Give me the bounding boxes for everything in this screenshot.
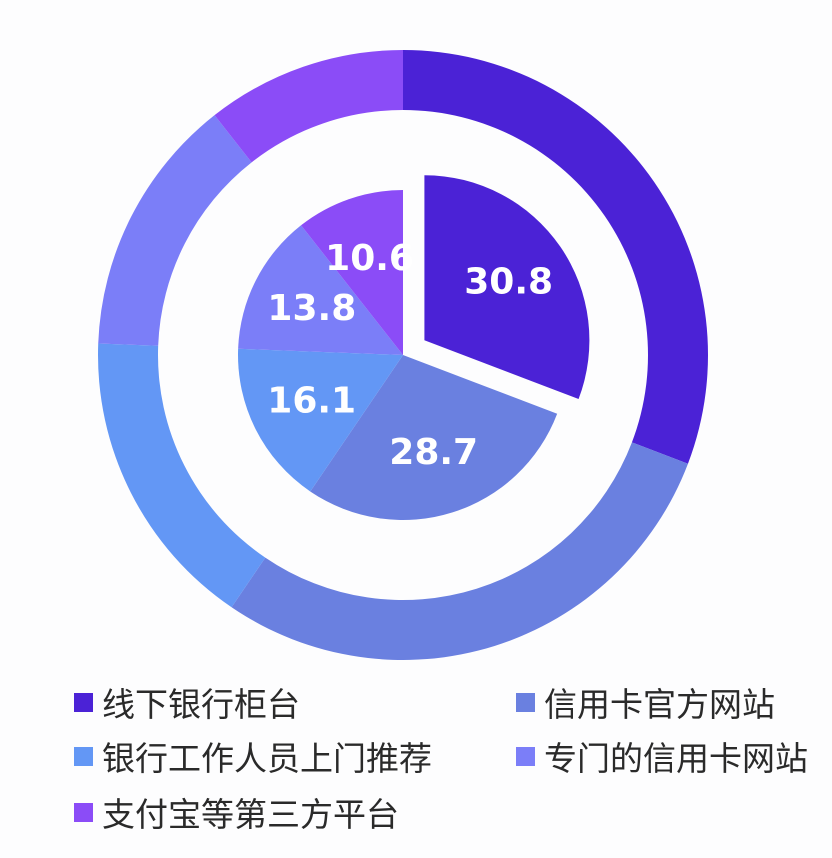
legend-label: 银行工作人员上门推荐 — [102, 739, 432, 778]
ring-segment — [98, 115, 252, 346]
ring-segment — [97, 343, 266, 608]
ring-segment — [403, 50, 709, 464]
slice-value-label: 13.8 — [267, 288, 356, 329]
pie-donut-chart: 30.8 28.7 16.1 13.8 10.6 — [97, 50, 709, 660]
legend-item-official-website: 信用卡官方网站 — [516, 678, 775, 726]
pie-slice — [237, 348, 403, 492]
legend-label: 专门的信用卡网站 — [544, 739, 808, 778]
inner-pie — [237, 175, 590, 520]
slice-value-label: 16.1 — [267, 381, 356, 422]
pie-slice — [238, 225, 403, 355]
legend-swatch — [74, 802, 93, 822]
slice-labels: 30.8 28.7 16.1 13.8 10.6 — [267, 238, 553, 473]
pie-slice — [424, 175, 590, 400]
legend-label: 支付宝等第三方平台 — [102, 795, 399, 834]
slice-value-label: 30.8 — [464, 262, 553, 303]
legend-label: 线下银行柜台 — [102, 685, 300, 724]
legend-item-staff-referral: 银行工作人员上门推荐 — [74, 732, 432, 780]
pie-slice — [310, 355, 558, 520]
legend-item-specialized-website: 专门的信用卡网站 — [516, 732, 808, 780]
ring-segment — [214, 50, 403, 163]
ring-segment — [231, 442, 688, 660]
legend-swatch — [74, 746, 93, 766]
legend: 线下银行柜台 信用卡官方网站 银行工作人员上门推荐 专门的信用卡网站 支付宝等第… — [74, 670, 832, 858]
legend-item-offline-counter: 线下银行柜台 — [74, 678, 300, 726]
legend-item-third-party: 支付宝等第三方平台 — [74, 788, 399, 836]
legend-swatch — [516, 746, 535, 766]
slice-value-label: 10.6 — [325, 238, 414, 279]
pie-slice — [301, 190, 403, 355]
slice-value-label: 28.7 — [389, 432, 478, 473]
legend-label: 信用卡官方网站 — [544, 685, 775, 724]
outer-donut-ring — [97, 50, 709, 660]
legend-swatch — [74, 692, 93, 712]
legend-swatch — [516, 692, 535, 712]
